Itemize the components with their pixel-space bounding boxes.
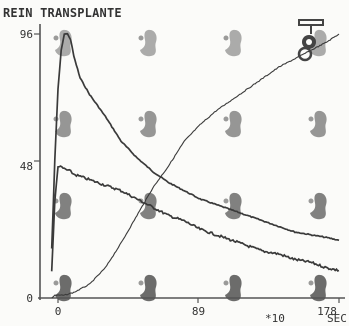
series-line-1 bbox=[50, 32, 340, 249]
y-tick-label: 96 bbox=[20, 28, 33, 41]
kidney-thumbnail bbox=[223, 192, 242, 220]
x-unit-label: SEC bbox=[327, 312, 347, 325]
kidney-thumbnail bbox=[138, 110, 157, 138]
kidney-thumbnail bbox=[138, 274, 157, 302]
tick-labels: 0 48 96 0 89 178 bbox=[20, 28, 337, 318]
kidney-thumbnail bbox=[308, 192, 327, 220]
frame-label: *10 bbox=[265, 312, 285, 325]
curves bbox=[50, 32, 340, 299]
kidney-thumbnail bbox=[223, 274, 242, 302]
roi-marker-icon bbox=[297, 19, 324, 62]
kidney-thumbnail bbox=[53, 192, 72, 220]
x-tick-label: 0 bbox=[55, 305, 62, 318]
chart-title: REIN TRANSPLANTE bbox=[3, 6, 122, 20]
y-tick-label: 48 bbox=[20, 160, 33, 173]
x-tick-label: 178 bbox=[317, 305, 337, 318]
series-line-3 bbox=[51, 33, 340, 299]
y-tick-label: 0 bbox=[26, 292, 33, 305]
kidney-thumbnail bbox=[308, 110, 327, 138]
kidney-thumbnail bbox=[223, 110, 242, 138]
kidney-thumbnail bbox=[138, 29, 157, 57]
x-tick-label: 89 bbox=[192, 305, 205, 318]
frame-thumbnails bbox=[53, 29, 327, 302]
kidney-thumbnail bbox=[308, 274, 327, 302]
kidney-thumbnail bbox=[223, 29, 242, 57]
axes bbox=[34, 24, 345, 303]
series-line-2 bbox=[50, 165, 340, 272]
